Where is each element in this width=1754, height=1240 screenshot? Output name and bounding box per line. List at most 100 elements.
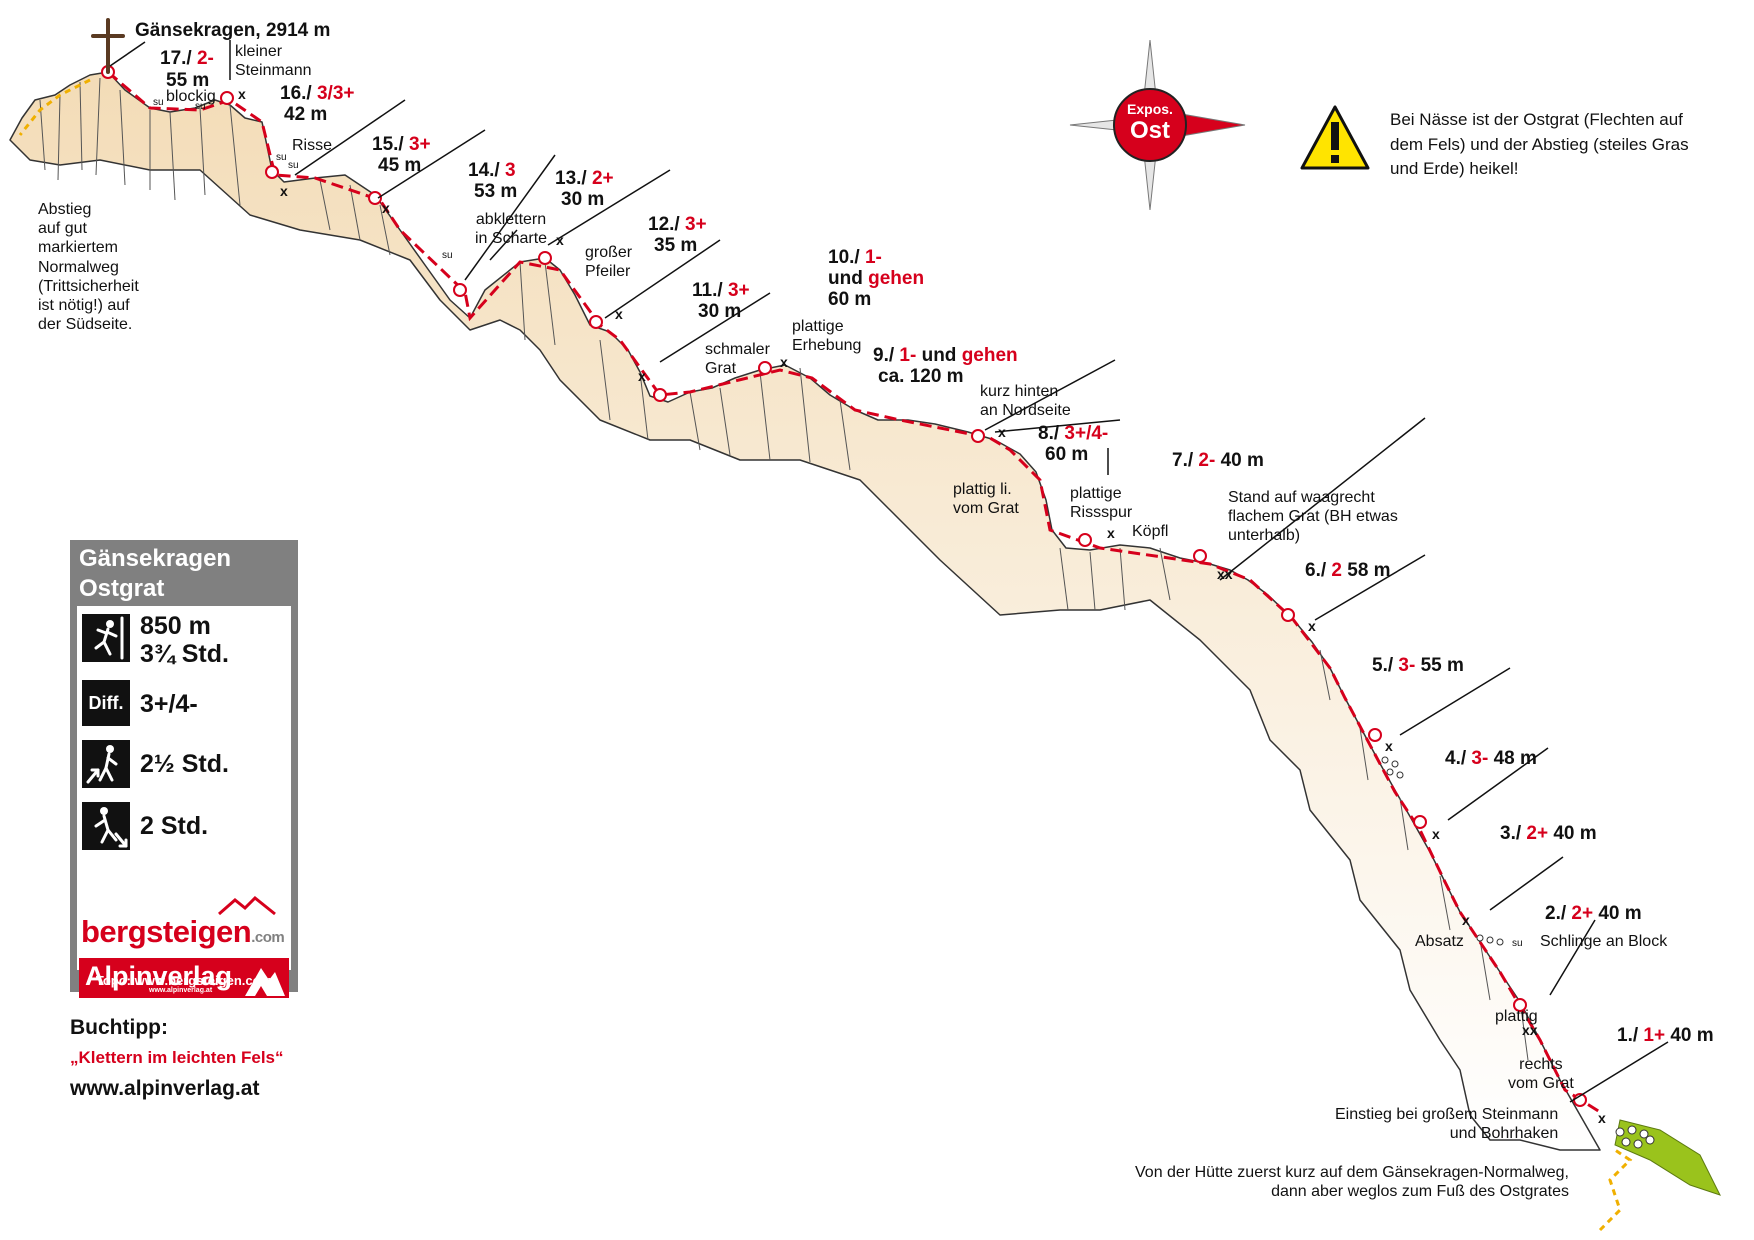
marker-x: x (1107, 525, 1115, 541)
marker-su: su (153, 97, 164, 108)
marker-su: su (1512, 938, 1523, 949)
marker-x: x (780, 354, 788, 370)
note-rechts-vom-grat: rechts vom Grat (1508, 1056, 1574, 1093)
note-plattig-li: plattig li. vom Grat (953, 481, 1019, 518)
pitch-6-label: 6./ 2 58 m (1305, 560, 1391, 581)
pitch-10-label: 10./ 1- (828, 247, 882, 268)
alpinverlag-logo: Alpinverlag www.alpinverlag.at (79, 958, 289, 998)
pitch-3-label: 3./ 2+ 40 m (1500, 823, 1597, 844)
height-diff: 850 m (140, 612, 211, 640)
pitch-13-length: 30 m (561, 189, 605, 210)
note-grosser-pfeiler: großer Pfeiler (585, 244, 633, 281)
difficulty-icon: Diff. (82, 680, 130, 726)
panel-title: Gänsekragen Ostgrat (79, 545, 232, 602)
note-stand-auf: Stand auf waagrecht flachem Grat (BH etw… (1228, 489, 1398, 545)
approach-grass (1614, 1119, 1721, 1196)
descent-time: 2 Std. (140, 812, 209, 840)
info-panel: Gänsekragen Ostgrat 850 m 3¾ Std. Diff. 3… (70, 540, 298, 998)
note-plattige-erhebung: plattige Erhebung (792, 318, 862, 355)
pitch-14-label: 14./ 3 (468, 160, 516, 181)
warning-triangle-icon (1300, 105, 1370, 170)
note-schlinge: Schlinge an Block (1540, 933, 1668, 950)
pitch-13-label: 13./ 2+ (555, 168, 614, 189)
marker-su: su (442, 250, 453, 261)
marker-x: x (615, 306, 623, 322)
marker-x: x (1385, 738, 1393, 754)
approach-time: 2½ Std. (140, 750, 229, 778)
note-einstieg: Einstieg bei großem Steinmann und Bohrha… (1335, 1106, 1559, 1143)
pitch-leader-lines (109, 40, 1669, 1103)
note-koepfl: Köpfl (1132, 523, 1169, 540)
book-tip-label: Buchtipp: (70, 1016, 168, 1039)
note-plattig: plattig (1495, 1008, 1538, 1025)
pitch-17-label: 17./ 2- (160, 48, 214, 69)
pitch-5-label: 5./ 3- 55 m (1372, 655, 1464, 676)
climb-icon (82, 614, 130, 662)
pitch-14-length: 53 m (474, 181, 518, 202)
compass-label-top: Expos. (1127, 101, 1173, 117)
pitch-8-label: 8./ 3+/4- (1038, 423, 1109, 444)
pitch-15-label: 15./ 3+ (372, 134, 431, 155)
belay-stations (101, 65, 1587, 1107)
marker-xx: xx (1217, 566, 1233, 582)
warning-text: Bei Nässe ist der Ostgrat (Flechten auf … (1390, 110, 1689, 179)
note-kleiner-steinmann: kleiner Steinmann (235, 43, 312, 80)
marker-x: x (1598, 1110, 1606, 1126)
note-abklettern: abklettern in Scharte (475, 211, 548, 248)
pitch-11-length: 30 m (698, 301, 742, 322)
marker-x: x (1432, 826, 1440, 842)
pitch-16-length: 42 m (284, 104, 328, 125)
pitch-9-length: ca. 120 m (878, 366, 964, 387)
pitch-15-length: 45 m (378, 155, 422, 176)
pitch-4-label: 4./ 3- 48 m (1445, 748, 1537, 769)
pitch-9-label: 9./ 1- und gehen (873, 345, 1018, 366)
pitch-12-length: 35 m (654, 235, 698, 256)
summit-cross-icon (91, 18, 125, 74)
pitch-17-length: 55 m (166, 70, 210, 91)
pitch-2-label: 2./ 2+ 40 m (1545, 903, 1642, 924)
marker-x: x (280, 183, 288, 199)
descent-path-line (18, 78, 91, 136)
pitch-10-length: 60 m (828, 289, 872, 310)
panel-body: 850 m 3¾ Std. Diff. 3+/4- 2½ Std. 2 Std.… (77, 606, 291, 998)
marker-x: x (638, 368, 646, 384)
note-kurz-hinten: kurz hinten an Nordseite (980, 383, 1071, 420)
note-absatz: Absatz (1415, 933, 1464, 950)
pitch-11-label: 11./ 3+ (692, 280, 750, 301)
marker-xx: xx (1522, 1022, 1538, 1038)
pitch-12-label: 12./ 3+ (648, 214, 707, 235)
note-risse: Risse (292, 137, 333, 154)
note-zustieg: Von der Hütte zuerst kurz auf dem Gänsek… (1135, 1164, 1569, 1201)
summit-name: Gänsekragen, 2914 m (135, 20, 331, 41)
note-schmaler-grat: schmaler Grat (705, 341, 770, 378)
route-line (107, 70, 1601, 1114)
marker-x: x (1462, 912, 1470, 928)
pitch-1-label: 1./ 1+ 40 m (1617, 1025, 1714, 1046)
marker-x: x (998, 424, 1006, 440)
note-blockig: blockig (166, 88, 216, 105)
compass-rose (1069, 39, 1246, 211)
marker-su: su (195, 101, 206, 112)
climb-time: 3¾ Std. (140, 640, 229, 668)
difficulty: 3+/4- (140, 690, 198, 718)
marker-x: x (238, 86, 246, 102)
marker-x: x (1308, 618, 1316, 634)
compass-label-main: Ost (1129, 117, 1170, 144)
marker-x: x (556, 232, 564, 248)
scree-dots (1381, 756, 1655, 1149)
book-tip-url[interactable]: www.alpinverlag.at (70, 1077, 260, 1100)
marker-su: su (288, 160, 299, 171)
pitch-10-extra: und gehen (828, 268, 925, 289)
logo-mountain-icon (218, 896, 276, 916)
panel-footer: Topo: www.bergsteigen.com (95, 973, 273, 988)
bergsteigen-logo: bergsteigen.com (81, 914, 285, 949)
pitch-7-label: 7./ 2- 40 m (1172, 450, 1264, 471)
book-tip-title: „Klettern im leichten Fels“ (70, 1048, 284, 1067)
pitch-16-label: 16./ 3/3+ (280, 83, 355, 104)
note-plattige-rissspur: plattige Rissspur (1070, 485, 1133, 522)
pitch-8-length: 60 m (1045, 444, 1089, 465)
note-abstieg: Abstieg auf gut markiertem Normalweg (Tr… (38, 201, 139, 334)
approach-path-line (1598, 1148, 1633, 1232)
marker-su: su (276, 152, 287, 163)
